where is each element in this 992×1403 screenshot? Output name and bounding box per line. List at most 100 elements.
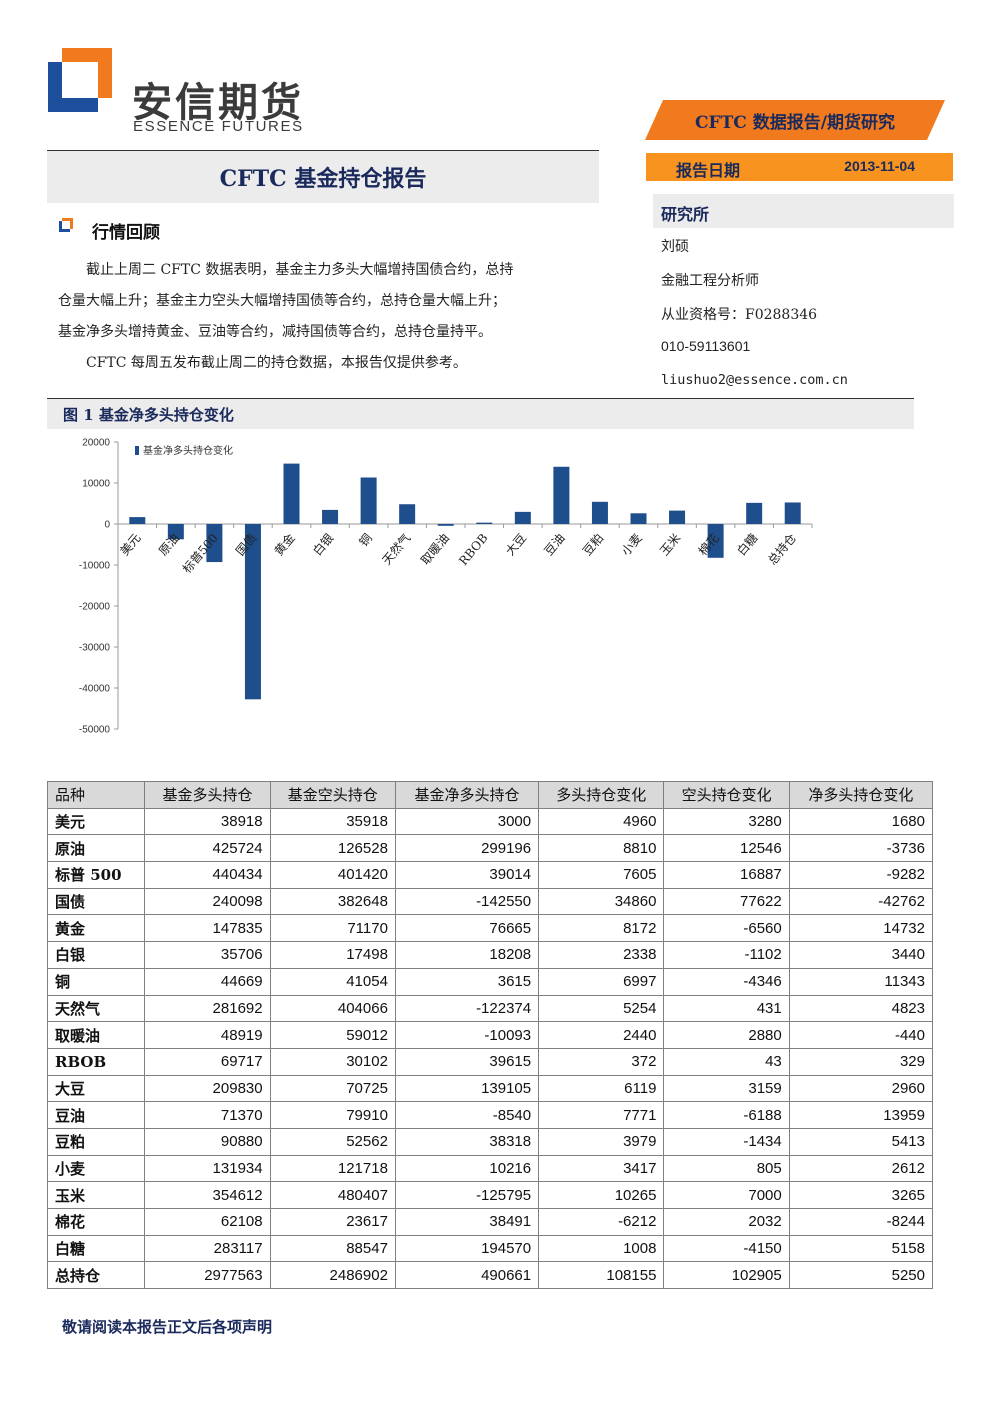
value-cell: 209830 (144, 1074, 271, 1103)
value-cell: 71170 (269, 914, 396, 943)
analyst-phone: 010-59113601 (661, 338, 751, 354)
table-row: 白银 35706 17498 18208 2338 -1102 3440 (46, 941, 934, 969)
value-cell: 2880 (663, 1021, 790, 1049)
value-cell: 2960 (788, 1074, 934, 1103)
value-cell: 10265 (538, 1181, 665, 1209)
research-heading: 研究所 (653, 194, 954, 228)
value-cell: 88547 (269, 1234, 396, 1263)
value-cell: 16887 (663, 861, 790, 889)
value-cell: 69717 (144, 1047, 271, 1076)
value-cell: 3615 (394, 967, 540, 996)
x-tick-label: 豆油 (542, 531, 568, 558)
x-tick-label: 大豆 (503, 531, 529, 558)
value-cell: 3979 (538, 1127, 665, 1156)
value-cell: 35706 (144, 941, 271, 969)
review-line: 仓量大幅上升；基金主力空头大幅增持国债等合约，总持仓量大幅上升； (58, 293, 506, 309)
value-cell: 440434 (144, 861, 271, 889)
analyst-license: 从业资格号：F0288346 (661, 307, 818, 323)
x-tick-label: 豆粕 (579, 530, 606, 558)
commodity-cell: 大豆 (46, 1074, 146, 1103)
value-cell: 431 (663, 994, 790, 1023)
logo-english-text: ESSENCE FUTURES (133, 118, 304, 135)
commodity-cell: 总持仓 (46, 1261, 146, 1290)
y-tick-label: -40000 (79, 684, 111, 695)
column-header: 空头持仓变化 (663, 781, 790, 809)
value-cell: 240098 (144, 887, 271, 916)
report-date-label: 报告日期 (676, 161, 741, 180)
table-row: 黄金 147835 71170 76665 8172 -6560 14732 (46, 914, 934, 943)
commodity-cell: 原油 (46, 834, 146, 863)
research-heading-text: 研究所 (661, 205, 710, 224)
value-cell: 805 (663, 1154, 790, 1183)
note-paragraph: CFTC 每周五发布截止周二的持仓数据，本报告仅提供参考。 (58, 355, 467, 371)
table-row: 美元 38918 35918 3000 4960 3280 1680 (46, 807, 934, 836)
commodity-cell: 豆油 (46, 1101, 146, 1129)
value-cell: 121718 (269, 1154, 396, 1183)
column-header: 基金净多头持仓 (394, 781, 540, 809)
commodity-cell: RBOB (46, 1047, 146, 1076)
value-cell: -42762 (788, 887, 934, 916)
value-cell: 3159 (663, 1074, 790, 1103)
value-cell: -9282 (788, 861, 934, 889)
value-cell: 354612 (144, 1181, 271, 1209)
analyst-name: 刘硕 (661, 239, 689, 255)
x-tick-label: 天然气 (379, 530, 414, 567)
table-row: 豆粕 90880 52562 38318 3979 -1434 5413 (46, 1127, 934, 1156)
commodity-cell: 取暖油 (46, 1021, 146, 1049)
value-cell: 299196 (394, 834, 540, 863)
value-cell: 3440 (788, 941, 934, 969)
value-cell: 18208 (394, 941, 540, 969)
logo-mark (48, 48, 112, 112)
value-cell: 2440 (538, 1021, 665, 1049)
value-cell: 7000 (663, 1181, 790, 1209)
value-cell: 126528 (269, 834, 396, 863)
commodity-cell: 标普 500 (46, 861, 146, 889)
value-cell: 372 (538, 1047, 665, 1076)
value-cell: 5158 (788, 1234, 934, 1263)
value-cell: 2032 (663, 1208, 790, 1236)
report-title: CFTC 基金持仓报告 (47, 150, 599, 203)
y-tick-label: -10000 (79, 561, 111, 572)
value-cell: 59012 (269, 1021, 396, 1049)
y-tick-label: -20000 (79, 602, 111, 613)
value-cell: 283117 (144, 1234, 271, 1263)
value-cell: 4960 (538, 807, 665, 836)
value-cell: 2486902 (269, 1261, 396, 1290)
value-cell: -142550 (394, 887, 540, 916)
value-cell: -4150 (663, 1234, 790, 1263)
value-cell: 52562 (269, 1127, 396, 1156)
analyst-role: 金融工程分析师 (661, 273, 759, 289)
value-cell: 41054 (269, 967, 396, 996)
bar (514, 511, 531, 524)
value-cell: 38318 (394, 1127, 540, 1156)
x-tick-label: 美元 (117, 531, 143, 558)
value-cell: 6119 (538, 1074, 665, 1103)
value-cell: 2977563 (144, 1261, 271, 1290)
value-cell: 70725 (269, 1074, 396, 1103)
value-cell: 90880 (144, 1127, 271, 1156)
value-cell: 77622 (663, 887, 790, 916)
x-tick-label: 白银 (309, 530, 336, 558)
value-cell: -122374 (394, 994, 540, 1023)
value-cell: 404066 (269, 994, 396, 1023)
value-cell: 23617 (269, 1208, 396, 1236)
report-date-value: 2013-11-04 (844, 158, 915, 174)
value-cell: 401420 (269, 861, 396, 889)
y-tick-label: 20000 (82, 438, 110, 449)
value-cell: 1680 (788, 807, 934, 836)
value-cell: 3000 (394, 807, 540, 836)
value-cell: 1008 (538, 1234, 665, 1263)
value-cell: 7605 (538, 861, 665, 889)
commodity-cell: 白银 (46, 941, 146, 969)
value-cell: 147835 (144, 914, 271, 943)
table-row: 豆油 71370 79910 -8540 7771 -6188 13959 (46, 1101, 934, 1129)
value-cell: 2338 (538, 941, 665, 969)
value-cell: 131934 (144, 1154, 271, 1183)
value-cell: 8810 (538, 834, 665, 863)
legend-label: 基金净多头持仓变化 (143, 444, 233, 457)
bar (746, 502, 763, 524)
value-cell: 48919 (144, 1021, 271, 1049)
value-cell: 3417 (538, 1154, 665, 1183)
analyst-email[interactable]: liushuo2@essence.com.cn (661, 372, 848, 388)
column-header: 品种 (46, 781, 146, 809)
